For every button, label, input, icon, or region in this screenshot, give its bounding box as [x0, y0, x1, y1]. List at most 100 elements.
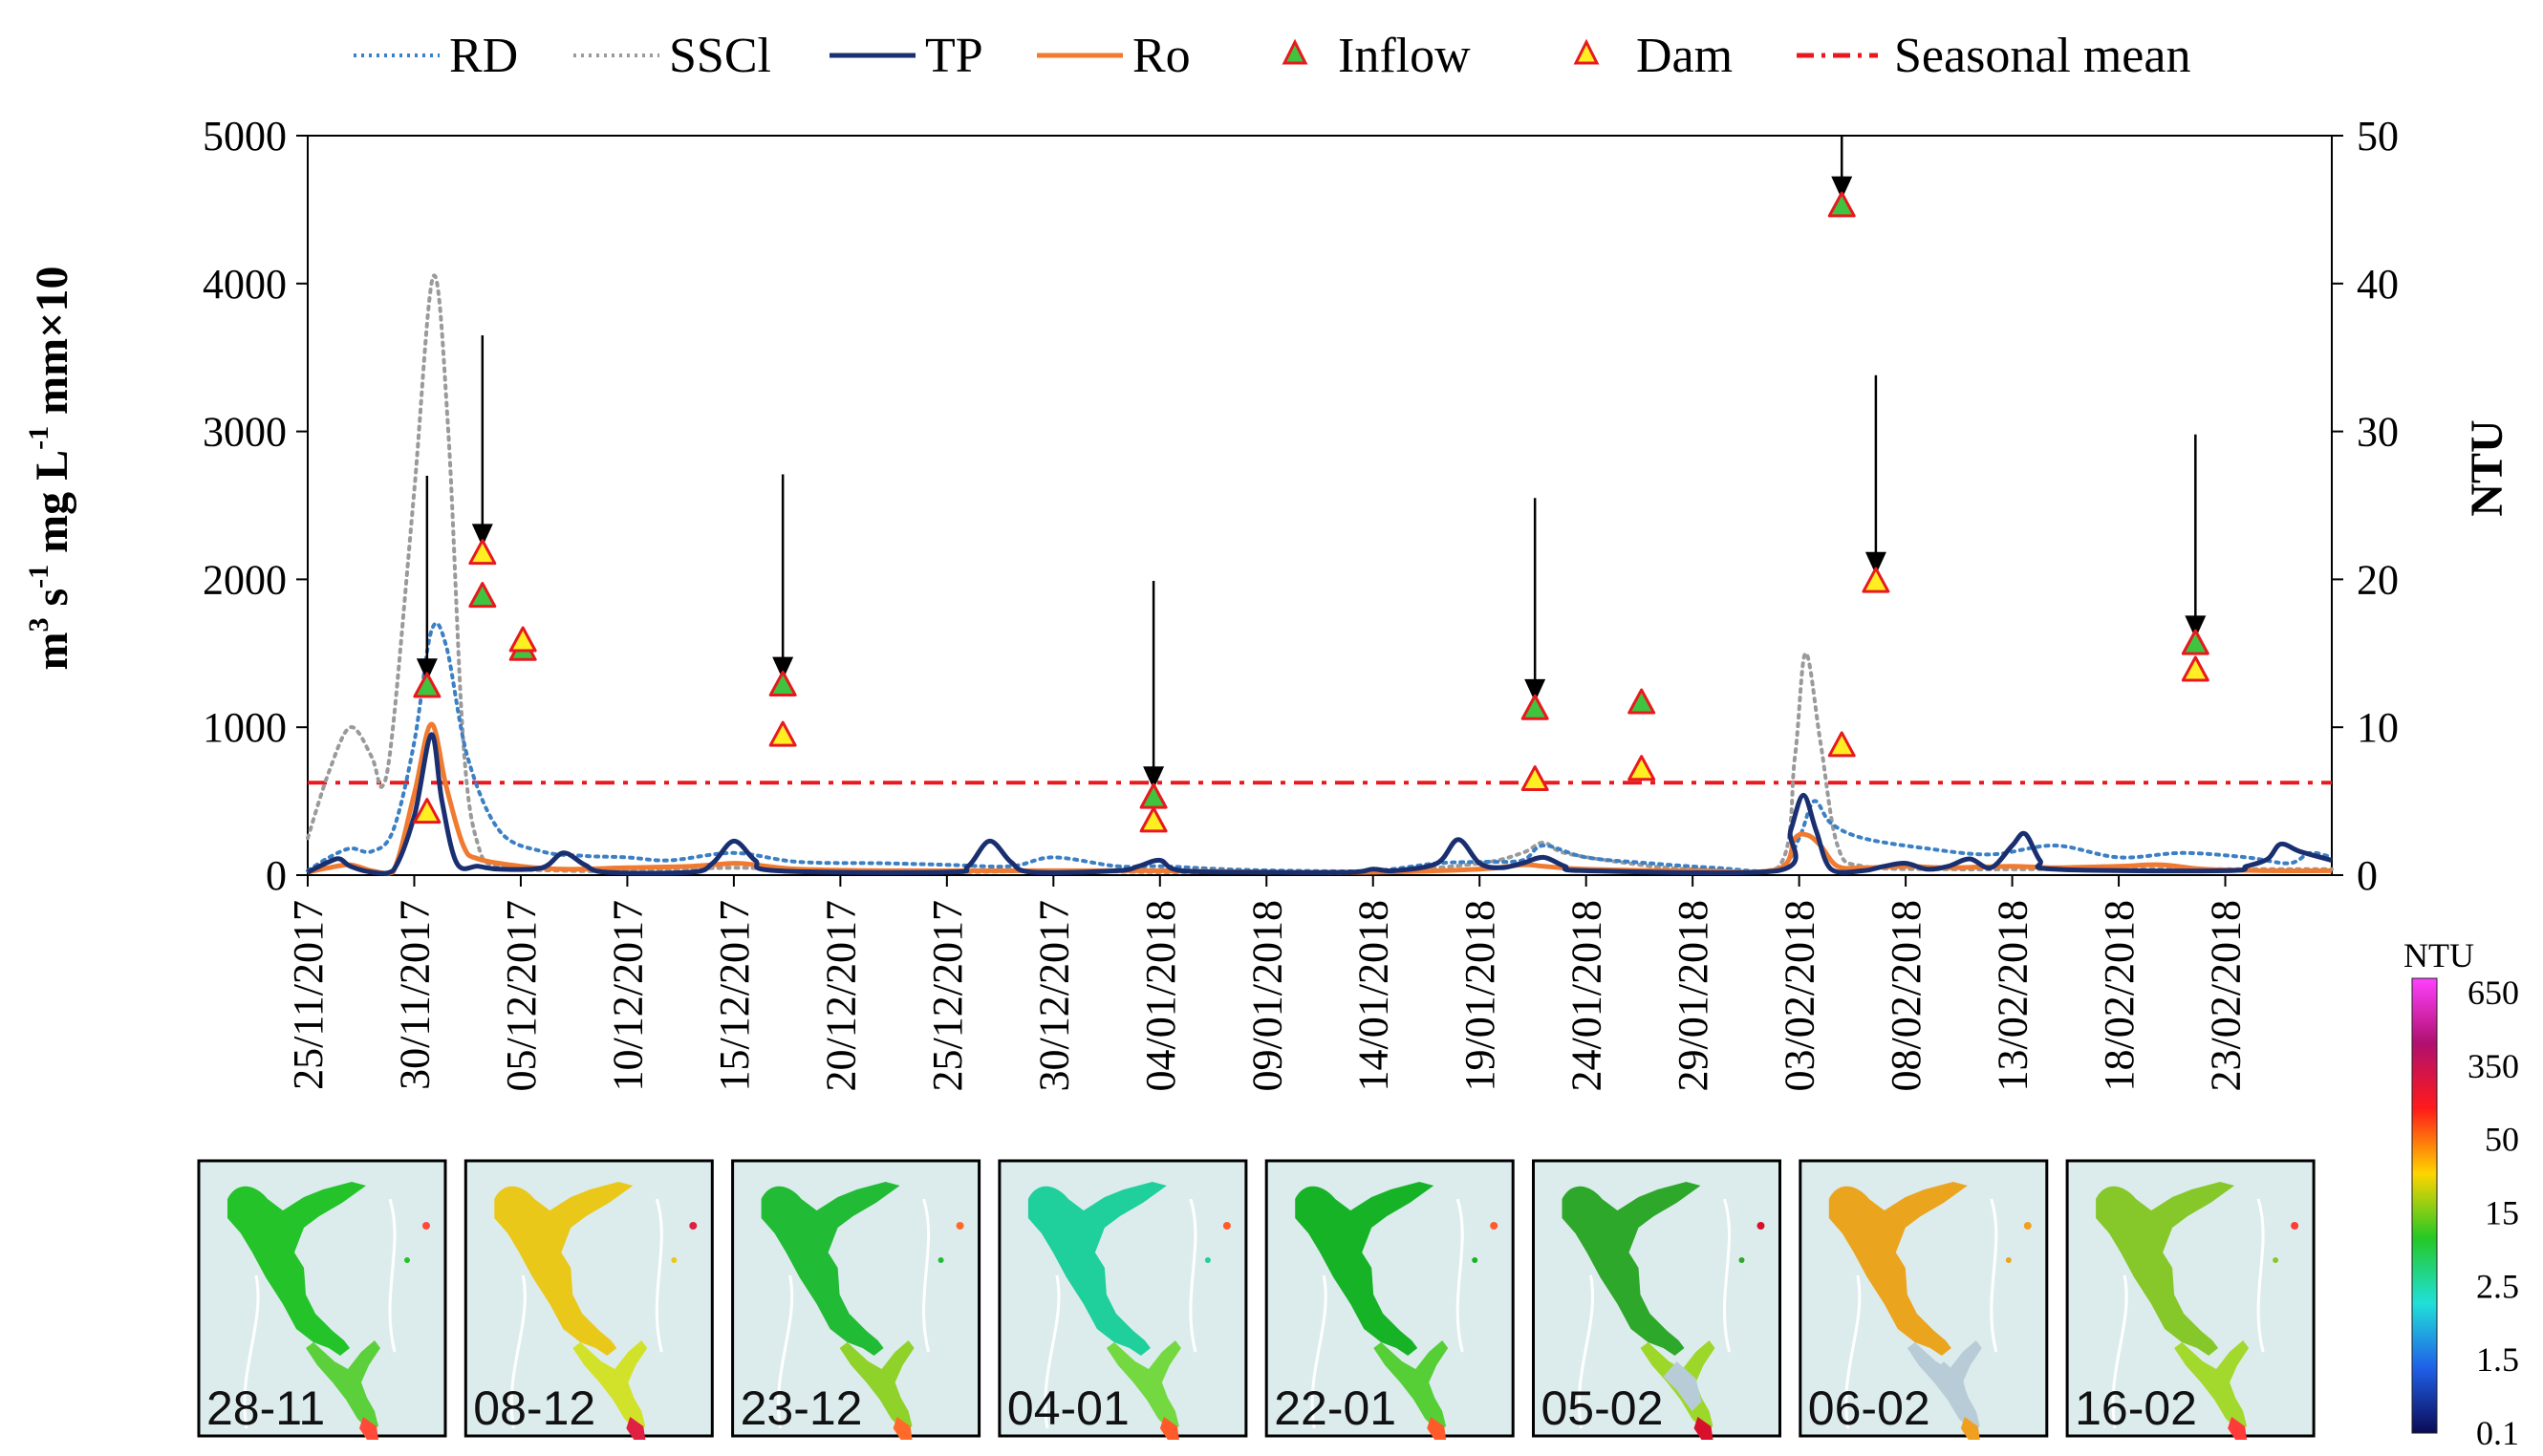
x-tick-label: 20/12/2017 — [817, 900, 864, 1091]
map-inflow-dot — [1222, 1222, 1231, 1230]
map-lake-tip — [1159, 1417, 1179, 1440]
y-left-tick-label: 4000 — [203, 261, 287, 308]
series-ro-line — [307, 721, 2333, 876]
map-panel-date-label: 16-02 — [2075, 1381, 2197, 1435]
map-inflow-dot — [1490, 1222, 1498, 1230]
x-tick-label: 30/11/2017 — [391, 900, 438, 1090]
marker-inflow — [1627, 688, 1656, 715]
marker-dam — [508, 626, 537, 653]
marker-dam — [768, 720, 797, 747]
map-lake-upper — [1562, 1182, 1701, 1356]
y-right-tick-label: 50 — [2357, 113, 2399, 160]
map-panel: 05-02 — [1532, 1159, 1781, 1440]
map-inflow-dot — [1756, 1222, 1765, 1230]
map-river-trace — [1044, 1198, 1197, 1429]
event-arrow-head — [471, 524, 493, 547]
map-lake-upper — [1295, 1182, 1434, 1356]
series-rd-line — [306, 621, 2334, 873]
ylabel-part-c-sup: -1 — [23, 426, 54, 450]
map-panel-date-label: 23-12 — [741, 1381, 863, 1435]
x-tick-label: 24/01/2018 — [1563, 900, 1610, 1091]
x-tick-label: 25/12/2017 — [924, 900, 971, 1091]
map-small-pond — [1738, 1257, 1745, 1263]
map-panel: 23-12 — [731, 1159, 981, 1440]
colorbar-tick-label: 50 — [2485, 1121, 2519, 1159]
legend: RD SSCl TP Ro Inflow Dam Seasonal mean — [354, 29, 2190, 83]
colorbar-tick-label: 1.5 — [2476, 1340, 2519, 1379]
event-arrow-head — [772, 656, 794, 680]
ylabel-part-b: s — [27, 589, 77, 618]
map-lake-tip — [626, 1417, 646, 1440]
map-lake-tip — [1960, 1417, 1980, 1440]
map-lake-upper — [1828, 1182, 1968, 1356]
event-arrow-head — [1524, 678, 1546, 702]
ylabel-part-c: mg L — [27, 450, 77, 565]
legend-mean-label: Seasonal mean — [1894, 29, 2190, 83]
legend-tp-label: TP — [925, 29, 983, 83]
marker-inflow — [1520, 694, 1549, 720]
map-panel: 08-12 — [463, 1159, 714, 1440]
marker-inflow — [413, 672, 442, 698]
map-river-trace — [1844, 1198, 1998, 1429]
y-axis-right-title: NTU — [2462, 419, 2512, 516]
map-lake-lower — [572, 1340, 648, 1430]
map-small-pond — [2273, 1257, 2279, 1263]
y-left-tick-label: 2000 — [203, 556, 287, 603]
marker-dam — [1862, 567, 1890, 593]
marker-dam — [468, 539, 497, 566]
ylabel-part-a-sup: 3 — [23, 618, 54, 632]
map-lake-nodata — [1929, 1361, 1969, 1411]
plot-area: 0 1000 2000 3000 4000 5000 0 10 20 30 40 50 25/11/20… — [203, 113, 2399, 1091]
svg-text:m3 s-1 mg L-1 mm×10: m3 s-1 mg L-1 mm×10 — [23, 267, 77, 671]
map-panel: 06-02 — [1799, 1159, 2049, 1440]
map-panel-date-label: 05-02 — [1541, 1381, 1664, 1435]
event-arrow-head — [1864, 551, 1886, 575]
map-small-pond — [937, 1257, 944, 1263]
map-river-trace — [509, 1198, 663, 1429]
marker-dam — [413, 798, 442, 824]
map-panel: 28-11 — [197, 1159, 447, 1440]
y-left-tick-label: 0 — [266, 852, 287, 899]
map-small-pond — [1204, 1257, 1211, 1263]
map-lake-lower — [306, 1340, 380, 1430]
marker-inflow — [1139, 782, 1168, 809]
x-tick-label: 25/11/2017 — [285, 900, 332, 1090]
map-small-pond — [2005, 1257, 2012, 1263]
x-tick-label: 08/02/2018 — [1883, 900, 1929, 1091]
map-lake-lower — [2174, 1340, 2250, 1430]
map-inflow-dot — [2291, 1222, 2299, 1230]
x-tick-label: 13/02/2018 — [1990, 900, 2037, 1091]
map-lake-nodata — [1663, 1361, 1702, 1411]
map-lake-upper — [2096, 1182, 2235, 1356]
map-lake-upper — [1027, 1182, 1167, 1356]
map-river-trace — [1577, 1198, 1731, 1429]
event-arrow-head — [1831, 176, 1853, 200]
marker-inflow — [1827, 191, 1856, 218]
marker-dam — [1520, 765, 1549, 792]
x-tick-label: 30/12/2017 — [1030, 900, 1077, 1091]
x-tick-label: 10/12/2017 — [604, 900, 651, 1091]
x-tick-label: 19/01/2018 — [1456, 900, 1503, 1091]
event-arrow-head — [2185, 615, 2207, 639]
legend-sscl-label: SSCl — [669, 29, 771, 83]
y-right-tick-label: 40 — [2357, 261, 2399, 308]
y-right-tick-label: 20 — [2357, 556, 2399, 603]
map-lake-tip — [893, 1417, 913, 1440]
y-right-tick-label: 30 — [2357, 409, 2399, 456]
colorbar-tick-label: 350 — [2468, 1047, 2519, 1085]
legend-inflow-marker — [1282, 38, 1308, 65]
map-small-pond — [404, 1257, 410, 1263]
x-tick-label: 29/01/2018 — [1670, 900, 1716, 1091]
colorbar-tick-label: 15 — [2485, 1194, 2519, 1232]
x-tick-label: 18/02/2018 — [2096, 900, 2143, 1091]
map-panel-date-label: 06-02 — [1808, 1381, 1930, 1435]
colorbar-tick-label: 2.5 — [2476, 1267, 2519, 1305]
y-left-tick-label: 5000 — [203, 113, 287, 160]
map-inflow-dot — [2023, 1222, 2032, 1230]
map-inflow-dot — [422, 1222, 430, 1230]
map-panel-date-label: 22-01 — [1274, 1381, 1396, 1435]
map-river-trace — [1310, 1198, 1464, 1429]
marker-inflow — [2181, 629, 2209, 655]
